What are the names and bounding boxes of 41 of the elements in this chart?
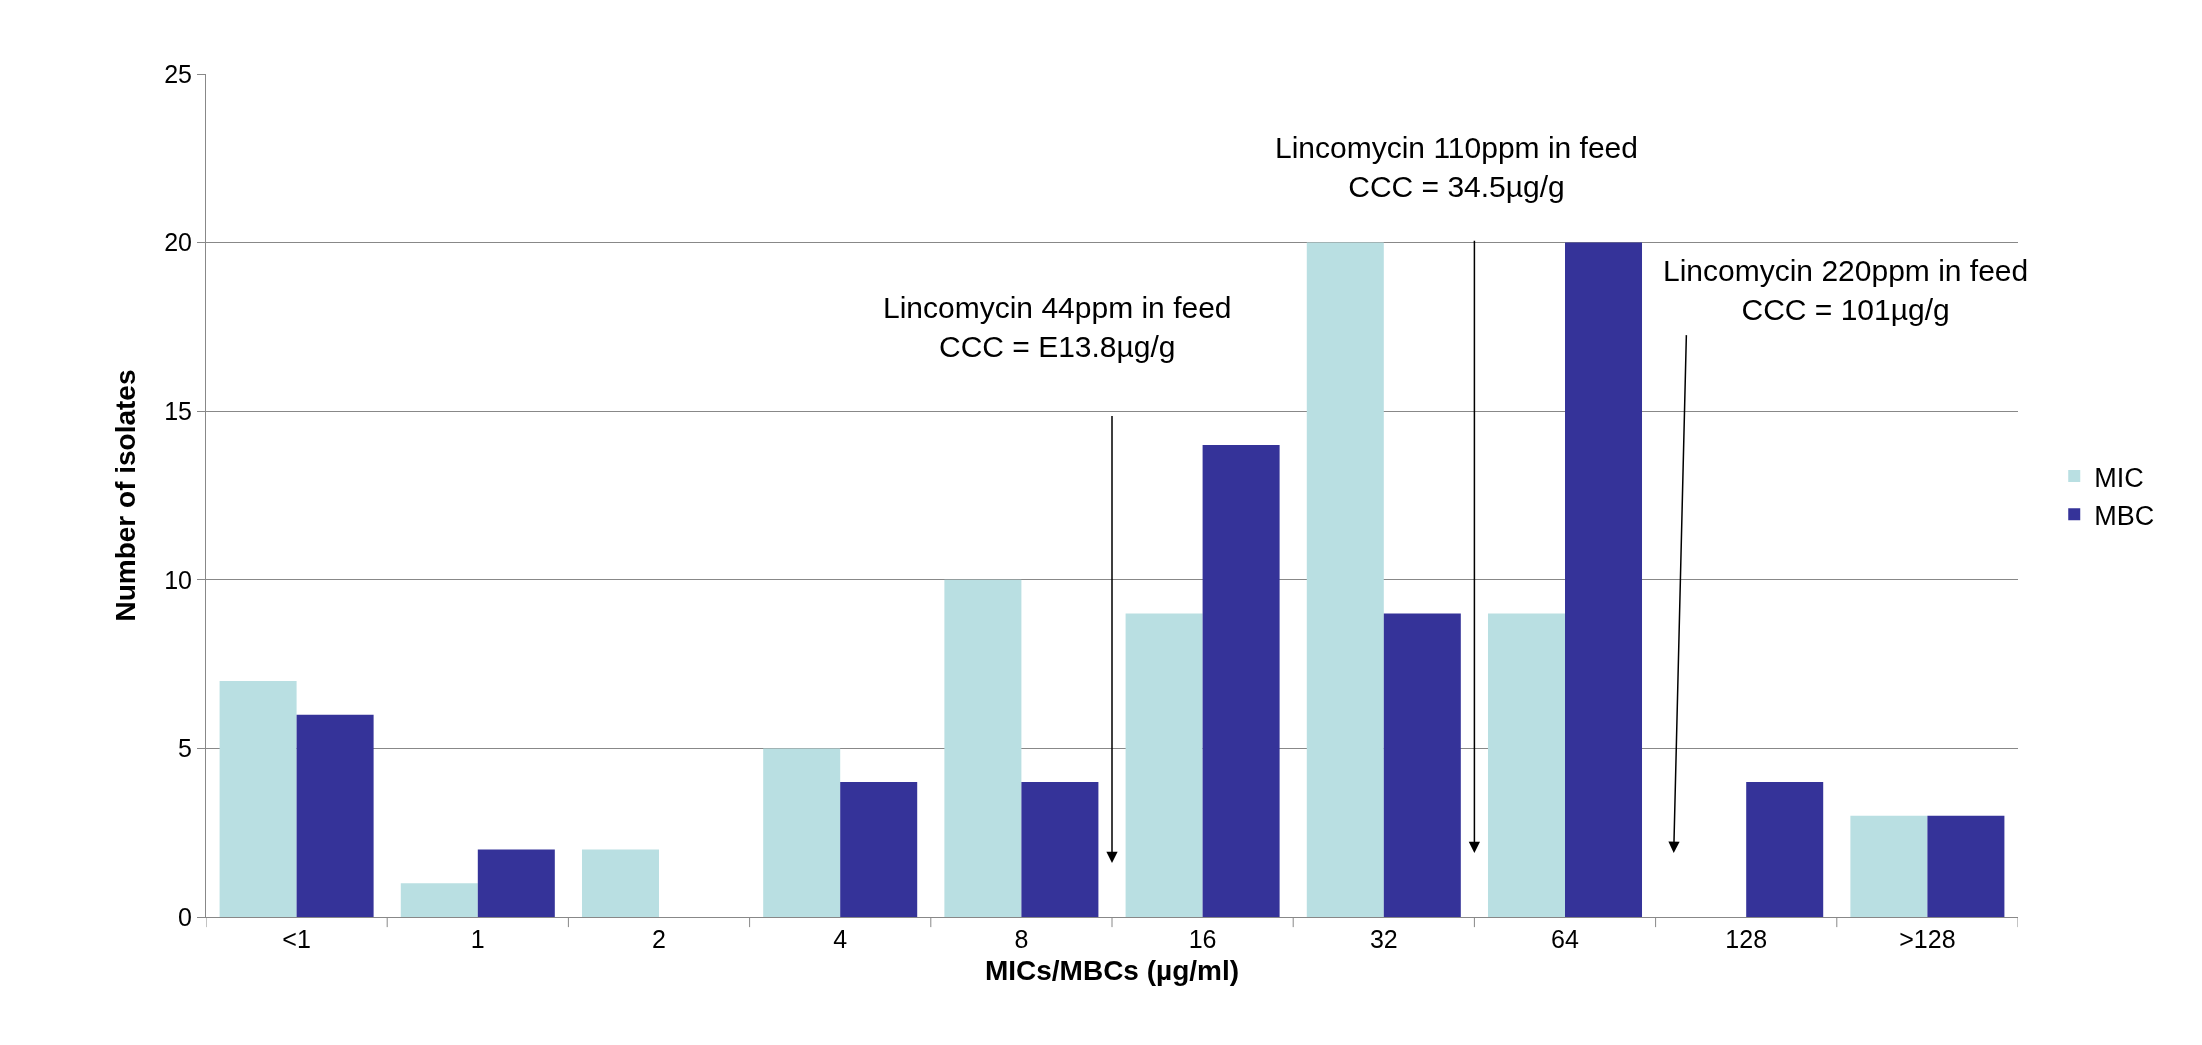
bar [1746, 782, 1824, 917]
bar [477, 849, 555, 917]
annotation: Lincomycin 44ppm in feed CCC = E13.8µg/g [883, 291, 1232, 363]
y-tick-label: 0 [178, 902, 192, 931]
x-tick-label: 4 [833, 925, 848, 953]
bar [1927, 815, 2005, 917]
bar [1565, 242, 1643, 917]
bar [840, 782, 918, 917]
annotation: Lincomycin 110ppm in feed CCC = 34.5µg/g [1275, 131, 1638, 203]
bar [1850, 815, 1928, 917]
bar [1306, 242, 1384, 917]
x-tick-label: 1 [470, 925, 485, 953]
x-tick-label: 16 [1188, 925, 1217, 953]
legend-label: MIC [2094, 462, 2144, 493]
y-axis-title: Number of isolates [109, 369, 141, 622]
annotation: Lincomycin 220ppm in feed CCC = 101µg/g [1663, 254, 2029, 326]
bar [1487, 613, 1565, 917]
bar [1125, 613, 1203, 917]
bar [1383, 613, 1461, 917]
bar [400, 883, 478, 917]
y-tick-label: 25 [164, 59, 192, 88]
x-tick-label: 64 [1551, 925, 1579, 953]
x-tick-label: 8 [1014, 925, 1029, 953]
bar [763, 748, 841, 917]
y-tick-label: 5 [178, 734, 192, 763]
x-tick-label: 32 [1369, 925, 1398, 953]
bar [219, 680, 297, 917]
x-tick-label: <1 [282, 925, 311, 953]
y-tick-label: 20 [164, 228, 192, 257]
x-tick-label: >128 [1899, 925, 1956, 953]
bar [581, 849, 659, 917]
x-axis-title: MICs/MBCs (µg/ml) [984, 955, 1240, 987]
bar [296, 714, 374, 917]
x-tick-label: 128 [1725, 925, 1768, 953]
x-tick-label: 2 [652, 925, 666, 953]
bar [1021, 782, 1099, 917]
y-tick-label: 10 [164, 565, 192, 594]
legend-label: MBC [2094, 500, 2155, 531]
bar [1202, 444, 1280, 917]
y-tick-label: 15 [164, 396, 192, 425]
bar [944, 579, 1022, 917]
